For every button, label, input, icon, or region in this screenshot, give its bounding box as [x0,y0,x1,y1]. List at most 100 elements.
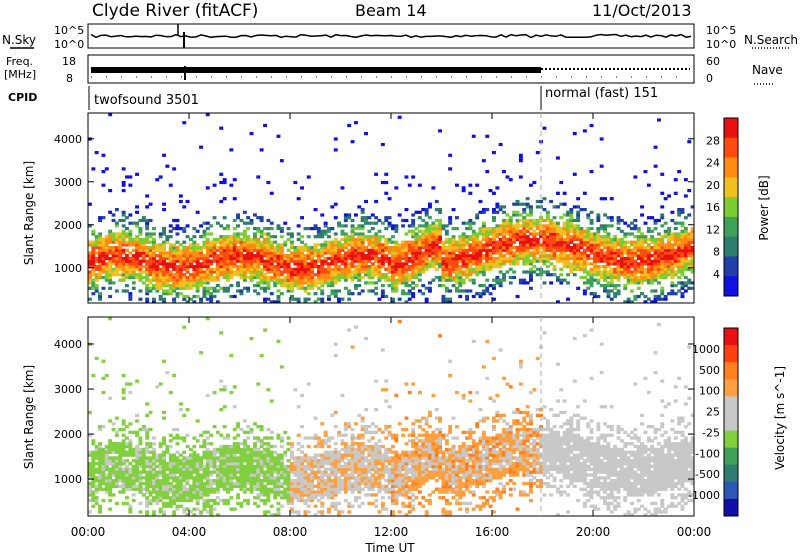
velocity-cell [158,507,163,511]
power-cell [471,237,476,242]
velocity-cell [249,450,254,454]
power-cell [242,270,247,274]
power-cell [549,262,554,266]
power-cell [424,286,429,290]
power-cell [542,259,547,263]
power-cell [643,240,648,244]
velocity-cell [114,481,119,486]
power-cell [481,265,486,269]
velocity-cell [192,493,197,497]
power-cell [515,237,520,242]
power-cell [182,284,187,288]
power-cell [667,267,671,271]
power-cell [367,251,372,255]
velocity-cell [192,459,197,463]
power-cell [165,251,170,255]
velocity-cell [135,453,139,457]
power-cell [192,273,197,277]
power-cell [242,262,247,266]
power-cell [397,243,402,247]
power-cell [172,254,177,258]
power-cell [101,254,106,258]
power-cell [434,254,439,258]
velocity-cell [101,470,106,474]
power-cell [424,224,429,228]
power-cell [350,227,355,231]
velocity-cell [279,496,284,500]
power-cell [330,259,335,263]
power-cell [670,259,675,263]
velocity-cell [178,484,183,488]
velocity-cell [273,456,278,460]
power-cell [364,248,368,252]
power-cell [690,246,695,250]
power-cell [300,235,304,239]
power-cell [168,235,173,239]
power-cell [508,178,513,182]
power-cell [670,243,675,247]
power-cell [108,275,113,280]
power-cell [178,227,183,231]
velocity-cell [185,513,190,517]
power-cell [515,218,520,223]
power-cell [586,254,591,258]
velocity-cell [249,456,254,460]
power-cell [168,284,173,288]
velocity-cell [273,487,278,491]
power-cell [424,297,429,301]
power-cell [111,281,116,285]
power-cell [522,256,527,261]
power-cell [653,218,658,223]
power-cell [263,275,267,280]
velocity-cell [152,484,156,488]
power-cell [448,297,453,301]
power-cell [576,254,581,258]
power-cell [343,259,348,263]
power-cell [428,237,432,242]
power-cell [391,267,395,271]
power-cell [182,121,187,125]
velocity-cell [276,479,281,483]
power-cell [448,270,453,274]
power-cell [215,259,220,263]
power-cell [677,289,682,293]
power-cell [104,256,109,261]
power-cell [141,243,146,247]
power-cell [215,273,220,277]
power-cell [657,232,661,236]
power-cell [616,292,621,296]
velocity-cell [175,467,180,471]
power-cell [202,275,207,280]
velocity-cell [229,464,234,469]
power-cell [313,254,318,258]
power-cell [152,265,156,269]
power-cell [438,246,442,250]
power-cell [229,243,234,247]
power-cell [448,262,453,266]
power-cell [512,254,517,258]
power-cell [667,237,671,242]
power-cell [488,243,493,247]
power-cell [347,235,352,239]
power-cell [448,251,453,255]
power-cell [286,281,291,285]
power-cell [505,221,510,225]
power-cell [518,246,523,250]
power-cell [152,256,156,261]
power-cell [323,275,328,280]
velocity-cell [145,413,150,417]
power-cell [303,246,308,250]
power-cell [354,246,358,250]
power-cell [155,246,160,250]
power-cell [576,232,581,236]
velocity-cell [259,473,264,477]
power-cell [205,297,210,301]
power-cell [677,246,682,250]
power-cell [384,278,389,282]
power-cell [192,254,197,258]
power-cell [478,292,483,296]
power-cell [529,267,533,271]
power-cell [667,256,671,261]
velocity-cell [232,473,237,477]
power-cell [431,227,436,231]
